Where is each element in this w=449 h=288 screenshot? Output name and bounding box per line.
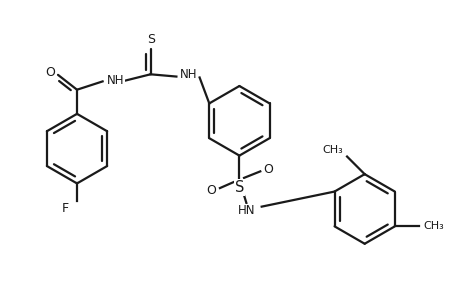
- Text: CH₃: CH₃: [323, 145, 343, 155]
- Text: CH₃: CH₃: [423, 221, 444, 231]
- Text: HN: HN: [238, 204, 255, 217]
- Text: F: F: [62, 202, 69, 215]
- Text: NH: NH: [180, 68, 198, 81]
- Text: S: S: [147, 33, 155, 46]
- Text: O: O: [45, 66, 55, 79]
- Text: S: S: [235, 180, 244, 195]
- Text: NH: NH: [106, 74, 124, 87]
- Text: O: O: [207, 184, 216, 197]
- Text: O: O: [264, 162, 273, 176]
